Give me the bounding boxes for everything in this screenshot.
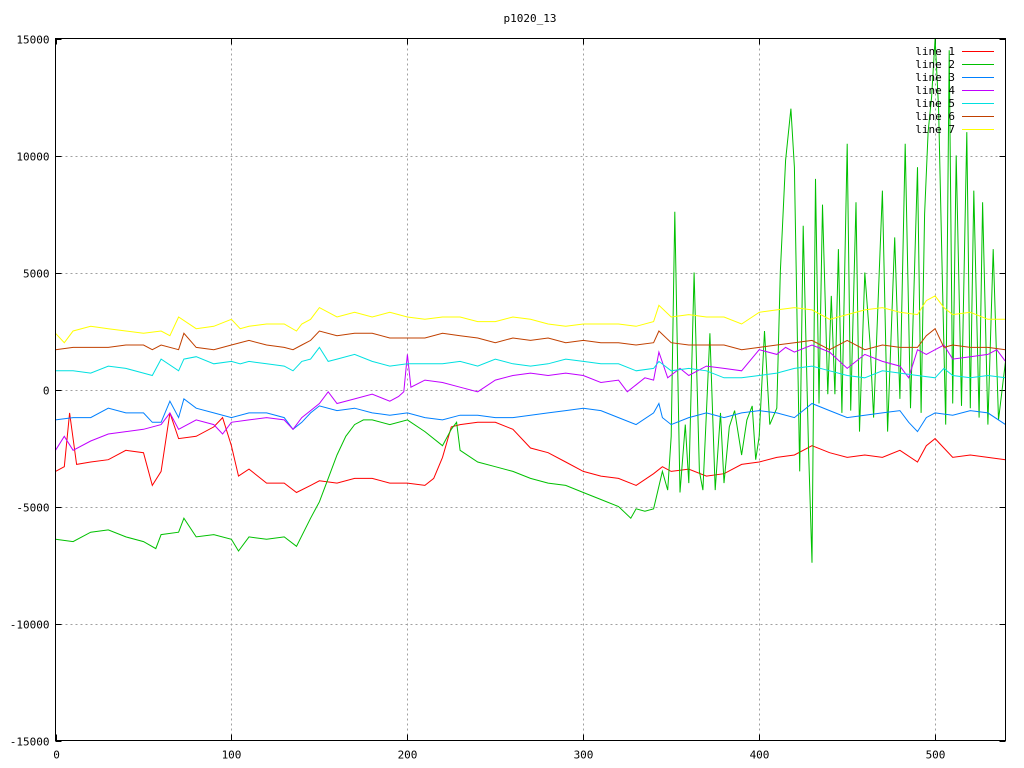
legend-label: line 5 (915, 97, 955, 110)
y-tick-label: -15000 (10, 736, 50, 749)
y-tick-label: 10000 (16, 151, 49, 164)
series-line-1 (55, 412, 1006, 494)
series-line-6 (55, 327, 1006, 351)
legend-label: line 3 (915, 71, 955, 84)
legend-label: line 7 (915, 123, 955, 136)
series-line-3 (55, 398, 1006, 433)
legend-label: line 1 (915, 45, 955, 58)
y-tick-label: -10000 (10, 619, 50, 632)
series-line-2 (55, 38, 1006, 563)
x-tick-label: 400 (750, 749, 770, 762)
y-tick-label: 5000 (23, 268, 50, 281)
x-tick-label: 300 (574, 749, 594, 762)
x-tick-label: 0 (53, 749, 60, 762)
legend-label: line 6 (915, 110, 955, 123)
series-line-4 (55, 344, 1006, 451)
series-line-7 (55, 295, 1006, 344)
plot-frame (55, 38, 1006, 741)
x-tick-label: 200 (398, 749, 418, 762)
axis-ticks: -15000 -10000 -5000 0 5000 10000 15000 0 100 200 3… (10, 34, 1006, 762)
x-tick-label: 100 (222, 749, 242, 762)
legend-label: line 4 (915, 84, 955, 97)
y-tick-label: 15000 (16, 34, 49, 47)
series-lines (55, 38, 1006, 563)
chart-title: p1020_13 (504, 12, 557, 25)
x-tick-label: 500 (926, 749, 946, 762)
y-tick-label: -5000 (16, 502, 49, 515)
series-line-5 (55, 346, 1006, 379)
legend-label: line 2 (915, 58, 955, 71)
y-tick-label: 0 (43, 385, 50, 398)
